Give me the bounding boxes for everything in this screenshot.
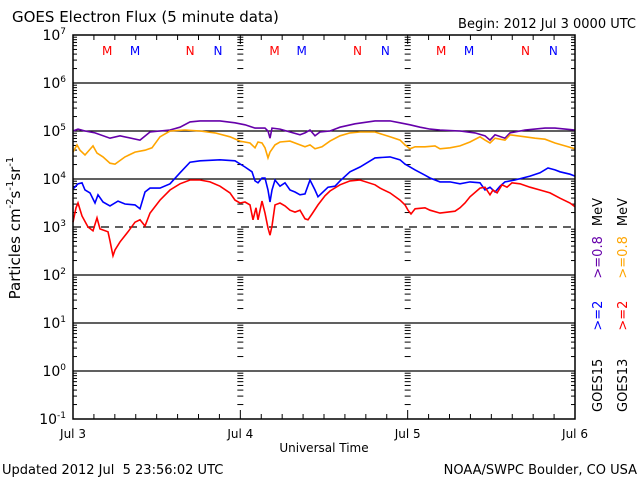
series-line-goes13-2-mev [72, 179, 576, 259]
updated-timestamp: Updated 2012 Jul 5 23:56:02 UTC [2, 463, 223, 478]
legend-column-goes13: GOES13 >=2 >=0.8 MeV [616, 198, 631, 412]
legend-entry: >=0.8 [616, 236, 631, 278]
marker-m: M [130, 44, 140, 58]
y-tick-label: 105 [42, 123, 66, 140]
y-tick-label: 102 [42, 267, 66, 284]
grid-lines [73, 82, 575, 372]
legend-satellite: GOES15 [591, 359, 606, 412]
series-line-goes15-0-8-mev [72, 120, 576, 142]
series-lines [72, 120, 576, 259]
y-axis-label: Particles cm-2s-1sr-1 [5, 157, 24, 300]
chart-title: GOES Electron Flux (5 minute data) [12, 8, 279, 26]
marker-n: N [214, 44, 223, 58]
legend-column-goes15: GOES15 >=2 >=0.8 MeV [591, 198, 606, 412]
marker-m: M [464, 44, 474, 58]
y-tick-label: 107 [42, 27, 66, 44]
y-tick-label: 101 [42, 315, 66, 332]
legend-entry: >=2 [591, 301, 606, 331]
x-tick-label: Jul 6 [561, 427, 588, 441]
x-tick-label: Jul 5 [394, 427, 421, 441]
legend-unit: MeV [591, 198, 606, 226]
y-tick-label: 100 [42, 363, 66, 380]
marker-n: N [353, 44, 362, 58]
x-tick-label: Jul 3 [59, 427, 86, 441]
legend-entry: >=0.8 [591, 236, 606, 278]
y-tick-label: 103 [42, 219, 66, 236]
legend: GOES15 >=2 >=0.8 MeV GOES13 >=2 >=0.8 MeV [591, 198, 631, 412]
marker-n: N [186, 44, 195, 58]
y-tick-label: 104 [42, 171, 66, 188]
legend-unit: MeV [616, 198, 631, 226]
x-axis-label: Universal Time [279, 441, 368, 455]
marker-n: N [549, 44, 558, 58]
marker-m: M [269, 44, 279, 58]
y-tick-label: 106 [42, 75, 66, 92]
x-tick-labels: Jul 3 Jul 4 Jul 5 Jul 6 [59, 427, 588, 441]
x-tick-label: Jul 4 [226, 427, 253, 441]
marker-n: N [521, 44, 530, 58]
legend-satellite: GOES13 [616, 359, 631, 412]
begin-label: Begin: 2012 Jul 3 0000 UTC [458, 17, 636, 32]
plot-frame [72, 34, 576, 420]
marker-m: M [436, 44, 446, 58]
y-tick-labels: 107 106 105 104 103 102 101 100 10-1 [39, 27, 66, 428]
marker-m: M [102, 44, 112, 58]
credit-text: NOAA/SWPC Boulder, CO USA [444, 463, 637, 478]
legend-entry: >=2 [616, 301, 631, 331]
y-tick-label: 10-1 [39, 411, 66, 428]
marker-m: M [297, 44, 307, 58]
series-line-goes13-0-8-mev [72, 129, 576, 165]
series-line-goes15-2-mev [72, 156, 576, 211]
marker-n: N [381, 44, 390, 58]
